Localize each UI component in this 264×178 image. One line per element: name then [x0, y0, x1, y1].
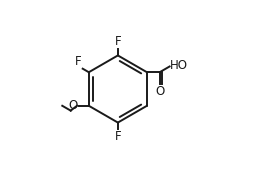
Text: F: F [75, 55, 82, 68]
Text: O: O [69, 99, 78, 112]
Text: F: F [115, 35, 121, 48]
Text: HO: HO [170, 59, 188, 72]
Text: F: F [115, 130, 121, 143]
Text: O: O [155, 85, 165, 98]
